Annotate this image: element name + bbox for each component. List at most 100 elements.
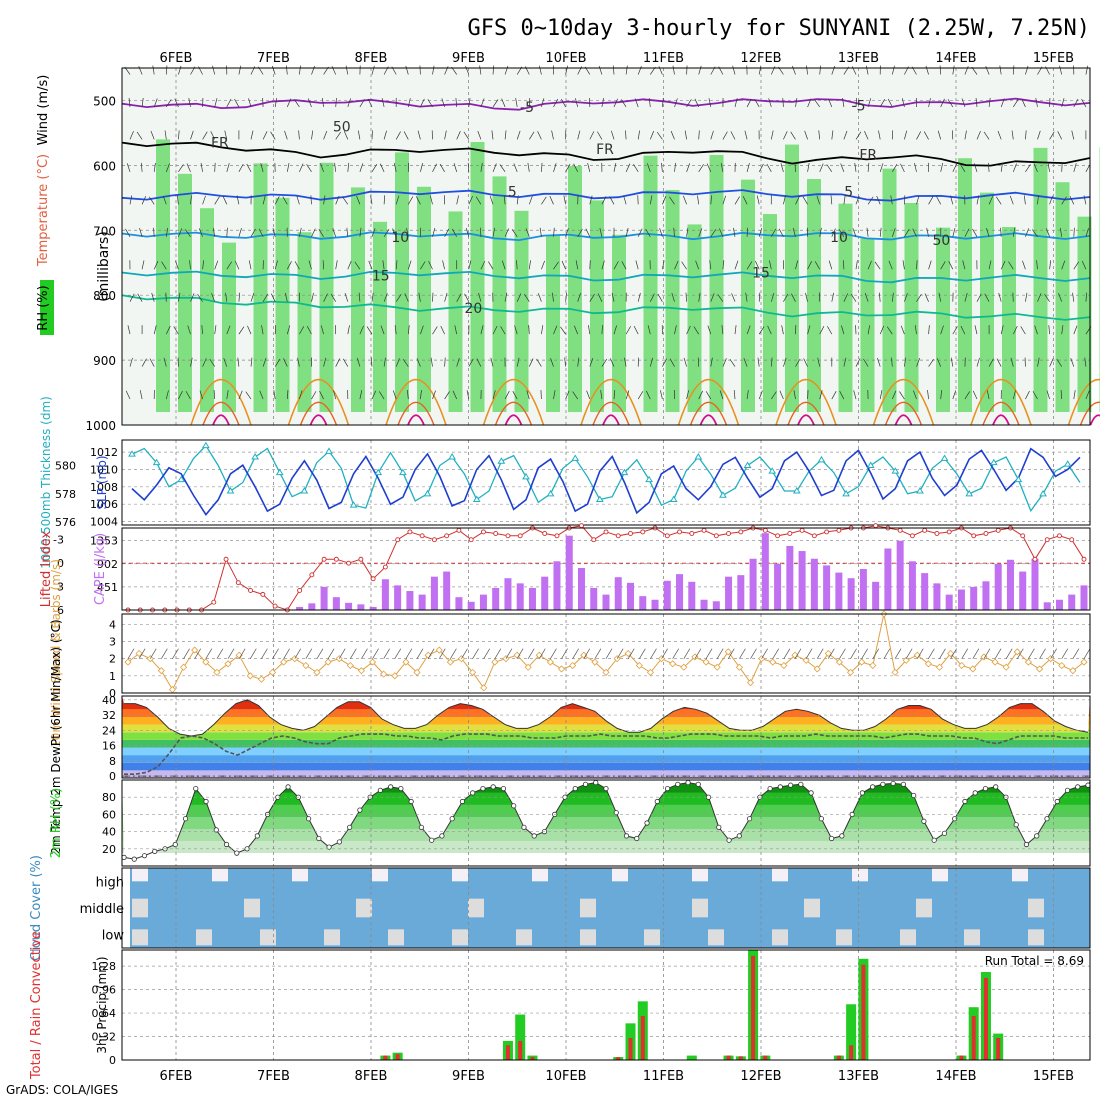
rh-tick-label: 20 (102, 843, 116, 856)
rh-point (645, 821, 649, 825)
cape-bar (811, 559, 818, 610)
rh-point (419, 825, 423, 829)
surface-wind-barb (339, 649, 345, 659)
cape-bar (333, 597, 340, 610)
precip-axis-label: 3hr Precip (mm) (95, 956, 109, 1053)
surface-wind-barb (495, 649, 501, 659)
li-point (727, 531, 731, 535)
li-point (396, 538, 400, 542)
rh-green-patch (936, 228, 950, 412)
surface-wind-barb (839, 649, 845, 659)
rh-green-patch (1034, 148, 1048, 412)
li-point (1070, 538, 1074, 542)
rh-point (594, 780, 598, 784)
precip-convective-bar (506, 1045, 510, 1060)
cloud-high-gap (372, 868, 388, 881)
cape-bar (701, 600, 708, 610)
li-point (825, 530, 829, 534)
surface-wind-barb (228, 649, 234, 659)
wind-speed-point (492, 659, 498, 665)
thickness-frame (122, 440, 1090, 525)
cape-bar (517, 583, 524, 610)
cape-bar (455, 597, 462, 610)
rh-point (409, 799, 413, 803)
cape-bar (713, 601, 720, 610)
surface-wind-barb (862, 649, 868, 659)
surface-wind-barb (406, 649, 412, 659)
contour-label: -5 (520, 100, 534, 116)
surface-wind-barb (650, 649, 656, 659)
rh-green-patch (883, 169, 897, 412)
li-point (1057, 534, 1061, 538)
cape-bar (958, 590, 965, 611)
surface-wind-barb (306, 649, 312, 659)
surface-wind-barb (939, 649, 945, 659)
cloud-high-gap (772, 868, 788, 881)
precip-convective-bar (837, 1056, 841, 1060)
rh-point (881, 782, 885, 786)
rh-green-patch (958, 158, 972, 412)
li-point (812, 534, 816, 538)
rh-point (224, 842, 228, 846)
cape-bar (1081, 585, 1088, 610)
cloud-high-gap (292, 868, 308, 881)
rh-tick-label: 60 (102, 808, 116, 821)
cape-bar (921, 573, 928, 610)
surface-wind-barb (751, 649, 757, 659)
rh-point (676, 782, 680, 786)
date-label-bottom: 6FEB (160, 1069, 193, 1084)
li-point (800, 528, 804, 532)
surface-wind-barb (673, 649, 679, 659)
surface-wind-barb (1006, 649, 1012, 659)
cape-bar (750, 559, 757, 610)
rh-green-patch (1056, 182, 1070, 412)
surface-wind-barb (606, 649, 612, 659)
rh-green-patch (449, 211, 463, 412)
surface-wind-barb (973, 649, 979, 659)
cloud-level-label: high (96, 875, 124, 890)
thickness-tick-label: 578 (55, 488, 76, 501)
temp-color-band (122, 725, 1090, 733)
surface-wind-barb (717, 649, 723, 659)
cloud-high-gap (212, 868, 228, 881)
cape-bar (578, 568, 585, 610)
cloud-high-gap (452, 868, 468, 881)
temp-tick-label: 32 (102, 709, 116, 722)
li-point (837, 528, 841, 532)
cape-bar (774, 564, 781, 610)
li-point (996, 528, 1000, 532)
li-point (702, 528, 706, 532)
surface-wind-barb (762, 649, 768, 659)
surface-wind-barb (528, 649, 534, 659)
li-point (334, 557, 338, 561)
rh-point (778, 785, 782, 789)
rh-green-patch (471, 142, 485, 412)
surface-wind-barb (373, 649, 379, 659)
cape-bar (652, 600, 659, 610)
cape-bar (982, 581, 989, 610)
surface-wind-barb (217, 649, 223, 659)
cape-bar (541, 577, 548, 610)
wind-speed-point (547, 659, 553, 665)
li-point (236, 581, 240, 585)
wind-speed-point (347, 663, 353, 669)
precip-convective-bar (861, 965, 865, 1060)
cape-bar (1068, 595, 1075, 610)
wind-tick-label: 3 (109, 635, 116, 648)
rh-green-patch (666, 190, 680, 412)
rh-point (532, 834, 536, 838)
li-point (457, 528, 461, 532)
cloud-middle-block (916, 899, 932, 918)
li-point (506, 534, 510, 538)
date-label-top: 11FEB (643, 51, 684, 66)
thickness-point (917, 488, 923, 493)
cloud-high-gap (132, 868, 148, 881)
rh-green-patch (1078, 217, 1092, 412)
thickness-point (695, 454, 701, 459)
rh-green-patch (417, 187, 431, 412)
rh-axis-label: RH (%) (36, 285, 51, 330)
li-point (898, 528, 902, 532)
cape-bar (639, 596, 646, 610)
